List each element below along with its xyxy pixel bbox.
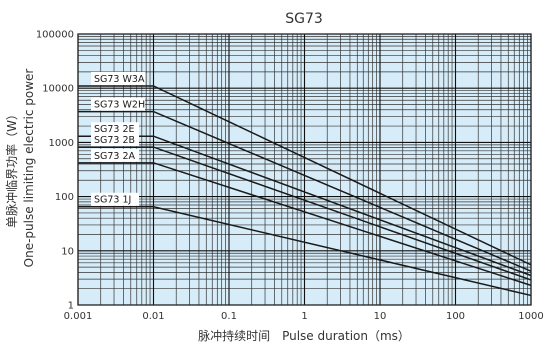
y-tick-label: 10000 [42,84,74,95]
series-label: SG73 2A [94,151,136,162]
series-label: SG73 2E [94,124,135,135]
y-tick-labels: 1 10 100 1000 10000 100000 [36,30,74,312]
y-tick-label: 1 [68,301,74,312]
series-label: SG73 W3A [94,74,145,85]
series-line-sg73-w2h [78,110,532,272]
x-tick-label: 1 [301,311,307,322]
y-axis-label-cn: 单脉冲临界功率（W） [4,108,19,228]
y-axis-label-en: One-pulse limiting electric power [22,69,36,268]
series-label: SG73 1J [94,195,131,206]
x-tick-label: 100 [446,311,465,322]
y-tick-label: 10 [61,246,74,257]
x-axis-label: 脉冲持续时间 Pulse duration（ms） [198,328,410,343]
x-tick-labels: 0.001 0.01 0.1 1 10 100 1000 [64,311,544,322]
series-label-bg [91,133,139,147]
plot-frame [77,33,532,306]
x-tick-label: 10 [374,311,387,322]
y-tick-label: 100 [55,192,74,203]
series-label-bg [91,71,145,85]
series-line-sg73-2b [78,146,532,281]
series-line-sg73-w3a [78,85,532,266]
x-tick-label: 0.01 [142,311,164,322]
series-line-sg73-2a [78,162,532,287]
series-label-bg [91,192,139,206]
series-label: SG73 2B [94,135,135,146]
series-line-sg73-1j [78,205,532,297]
x-tick-label: 1000 [518,311,543,322]
series-label-bg [91,148,139,162]
y-tick-label: 1000 [49,138,74,149]
x-tick-label: 0.001 [64,311,93,322]
series-label: SG73 W2H [94,100,145,111]
chart-title: SG73 [285,11,323,27]
y-tick-label: 100000 [36,30,74,41]
x-tick-label: 0.1 [221,311,237,322]
series-label-bg [91,97,145,111]
series-label-bg [91,122,139,136]
